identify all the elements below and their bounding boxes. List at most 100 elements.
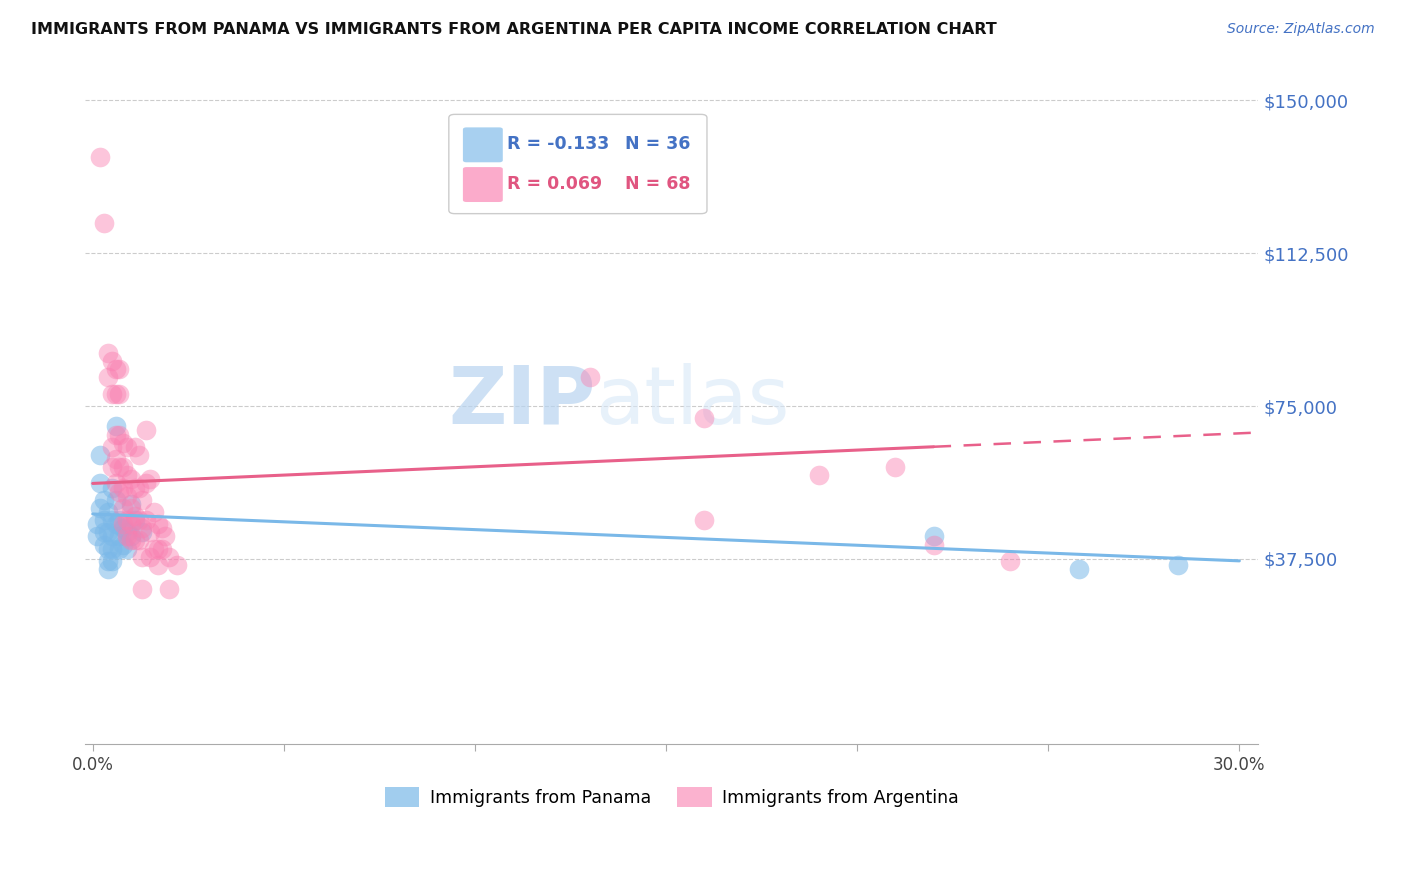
Point: [115, 489, 138, 503]
Point: [146, 517, 169, 532]
Point: [139, 472, 162, 486]
Point: [101, 354, 124, 368]
Legend: Immigrants from Panama, Immigrants from Argentina: Immigrants from Panama, Immigrants from …: [378, 780, 966, 814]
Point: [93, 216, 115, 230]
Point: [86, 529, 108, 543]
Point: [104, 362, 127, 376]
Point: [101, 440, 124, 454]
Point: [120, 472, 142, 486]
Point: [131, 492, 153, 507]
Point: [93, 513, 115, 527]
Point: [115, 440, 138, 454]
Point: [124, 481, 146, 495]
Point: [157, 582, 180, 597]
Point: [131, 582, 153, 597]
Point: [101, 386, 124, 401]
Point: [108, 460, 131, 475]
Point: [128, 481, 150, 495]
Point: [112, 517, 135, 532]
Point: [104, 427, 127, 442]
Point: [693, 411, 716, 425]
Point: [998, 554, 1021, 568]
Point: [97, 554, 120, 568]
Point: [128, 448, 150, 462]
Point: [146, 541, 169, 556]
Point: [131, 549, 153, 564]
Point: [155, 529, 177, 543]
Point: [101, 481, 124, 495]
Point: [89, 476, 111, 491]
Point: [128, 513, 150, 527]
Text: N = 36: N = 36: [624, 136, 690, 153]
Point: [693, 513, 716, 527]
Point: [115, 525, 138, 540]
Point: [97, 346, 120, 360]
Point: [128, 533, 150, 548]
Point: [93, 537, 115, 551]
Point: [124, 513, 146, 527]
FancyBboxPatch shape: [463, 128, 503, 162]
Point: [97, 525, 120, 540]
Point: [146, 558, 169, 572]
Text: atlas: atlas: [596, 363, 790, 441]
Point: [120, 533, 142, 548]
Point: [131, 521, 153, 535]
Point: [115, 529, 138, 543]
Point: [166, 558, 188, 572]
Point: [108, 529, 131, 543]
Point: [115, 468, 138, 483]
FancyBboxPatch shape: [463, 167, 503, 202]
Point: [120, 529, 142, 543]
Point: [150, 521, 173, 535]
Point: [124, 440, 146, 454]
Point: [922, 537, 945, 551]
Point: [142, 505, 165, 519]
Point: [89, 448, 111, 462]
Point: [97, 562, 120, 576]
Point: [1067, 562, 1090, 576]
Point: [135, 513, 157, 527]
Point: [101, 460, 124, 475]
Point: [115, 513, 138, 527]
Text: ZIP: ZIP: [449, 363, 596, 441]
Point: [108, 386, 131, 401]
FancyBboxPatch shape: [449, 114, 707, 214]
Point: [104, 476, 127, 491]
Point: [104, 386, 127, 401]
Point: [101, 554, 124, 568]
Point: [807, 468, 830, 483]
Point: [139, 549, 162, 564]
Point: [93, 525, 115, 540]
Point: [97, 541, 120, 556]
Point: [115, 541, 138, 556]
Point: [135, 424, 157, 438]
Point: [101, 541, 124, 556]
Point: [112, 537, 135, 551]
Point: [157, 549, 180, 564]
Point: [112, 521, 135, 535]
Point: [108, 427, 131, 442]
Text: Source: ZipAtlas.com: Source: ZipAtlas.com: [1227, 22, 1375, 37]
Point: [97, 370, 120, 384]
Point: [124, 509, 146, 524]
Text: N = 68: N = 68: [624, 175, 690, 194]
Point: [112, 481, 135, 495]
Point: [93, 492, 115, 507]
Point: [89, 500, 111, 515]
Text: R = -0.133: R = -0.133: [508, 136, 610, 153]
Point: [97, 505, 120, 519]
Point: [101, 513, 124, 527]
Point: [1167, 558, 1189, 572]
Point: [139, 525, 162, 540]
Point: [104, 452, 127, 467]
Point: [120, 497, 142, 511]
Point: [578, 370, 600, 384]
Point: [112, 460, 135, 475]
Point: [112, 500, 135, 515]
Point: [108, 541, 131, 556]
Point: [101, 529, 124, 543]
Point: [884, 460, 907, 475]
Point: [150, 541, 173, 556]
Point: [120, 500, 142, 515]
Text: R = 0.069: R = 0.069: [508, 175, 603, 194]
